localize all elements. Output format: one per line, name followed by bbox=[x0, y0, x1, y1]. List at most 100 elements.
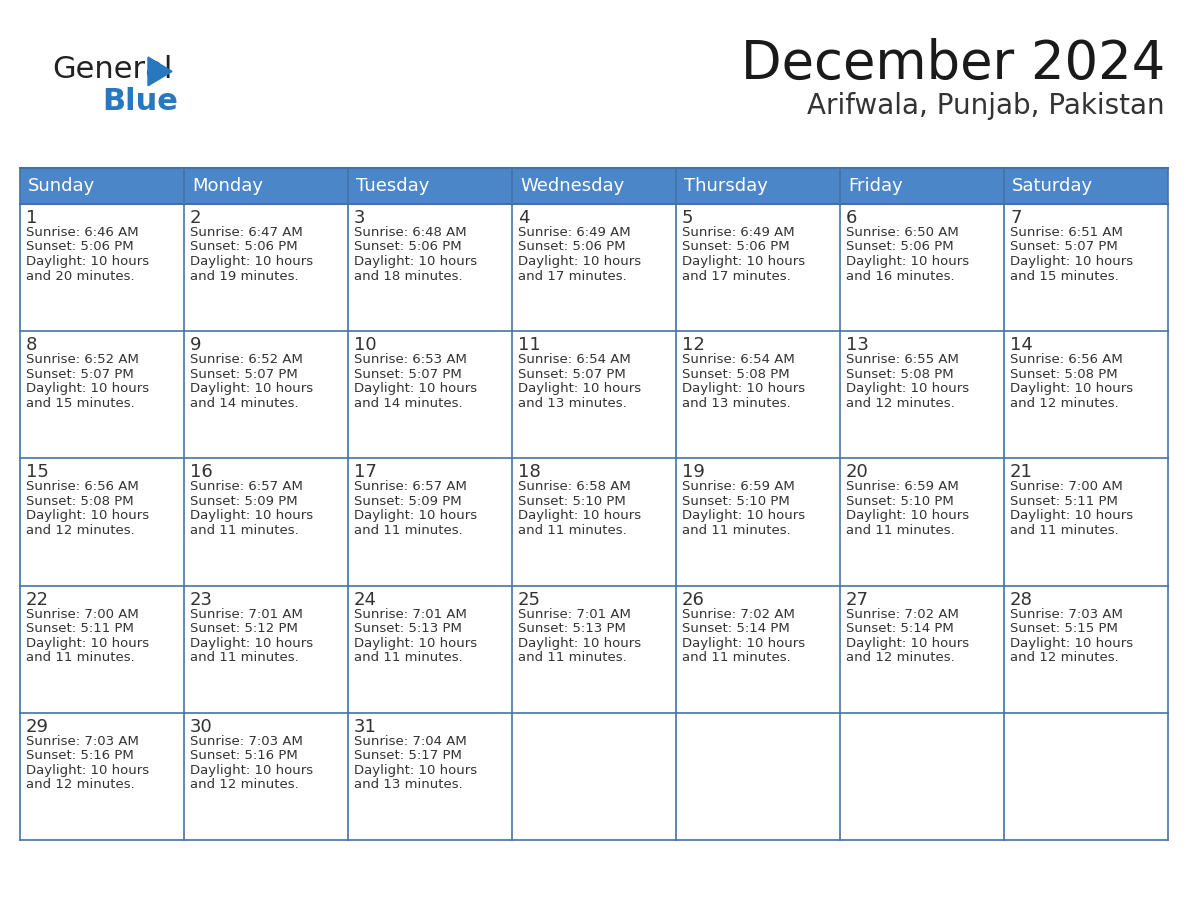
Text: Daylight: 10 hours: Daylight: 10 hours bbox=[354, 636, 478, 650]
Text: Sunrise: 7:03 AM: Sunrise: 7:03 AM bbox=[26, 734, 139, 748]
Text: Sunset: 5:17 PM: Sunset: 5:17 PM bbox=[354, 749, 462, 762]
Text: Sunset: 5:07 PM: Sunset: 5:07 PM bbox=[26, 368, 134, 381]
Text: Daylight: 10 hours: Daylight: 10 hours bbox=[190, 636, 314, 650]
Text: 10: 10 bbox=[354, 336, 377, 354]
Text: Daylight: 10 hours: Daylight: 10 hours bbox=[518, 636, 642, 650]
Text: 18: 18 bbox=[518, 464, 541, 481]
Text: Sunrise: 6:52 AM: Sunrise: 6:52 AM bbox=[26, 353, 139, 366]
Text: Sunday: Sunday bbox=[29, 177, 95, 195]
Bar bbox=[512, 168, 676, 204]
Text: 11: 11 bbox=[518, 336, 541, 354]
Text: Sunset: 5:09 PM: Sunset: 5:09 PM bbox=[190, 495, 298, 508]
Text: and 13 minutes.: and 13 minutes. bbox=[518, 397, 627, 409]
Text: Sunset: 5:08 PM: Sunset: 5:08 PM bbox=[26, 495, 133, 508]
Text: Sunrise: 7:03 AM: Sunrise: 7:03 AM bbox=[190, 734, 303, 748]
Text: Wednesday: Wednesday bbox=[520, 177, 624, 195]
Text: 2: 2 bbox=[190, 209, 202, 227]
Text: and 14 minutes.: and 14 minutes. bbox=[354, 397, 462, 409]
Text: 19: 19 bbox=[682, 464, 704, 481]
Text: Daylight: 10 hours: Daylight: 10 hours bbox=[26, 636, 150, 650]
Text: Daylight: 10 hours: Daylight: 10 hours bbox=[1010, 255, 1133, 268]
Text: Daylight: 10 hours: Daylight: 10 hours bbox=[682, 509, 805, 522]
Text: Daylight: 10 hours: Daylight: 10 hours bbox=[682, 636, 805, 650]
Text: and 12 minutes.: and 12 minutes. bbox=[1010, 651, 1119, 664]
Text: 7: 7 bbox=[1010, 209, 1022, 227]
Text: Sunrise: 6:54 AM: Sunrise: 6:54 AM bbox=[518, 353, 631, 366]
Text: Sunrise: 6:49 AM: Sunrise: 6:49 AM bbox=[518, 226, 631, 239]
Text: Sunset: 5:09 PM: Sunset: 5:09 PM bbox=[354, 495, 462, 508]
Text: Sunset: 5:12 PM: Sunset: 5:12 PM bbox=[190, 622, 298, 635]
Text: Sunset: 5:14 PM: Sunset: 5:14 PM bbox=[682, 622, 790, 635]
Text: 30: 30 bbox=[190, 718, 213, 736]
Text: Blue: Blue bbox=[102, 87, 178, 116]
Text: 5: 5 bbox=[682, 209, 694, 227]
Text: General: General bbox=[52, 55, 172, 84]
Text: Daylight: 10 hours: Daylight: 10 hours bbox=[846, 509, 969, 522]
Bar bbox=[20, 712, 1168, 840]
Text: Daylight: 10 hours: Daylight: 10 hours bbox=[190, 255, 314, 268]
Text: and 11 minutes.: and 11 minutes. bbox=[354, 524, 463, 537]
Bar bbox=[840, 168, 1004, 204]
Text: Sunset: 5:06 PM: Sunset: 5:06 PM bbox=[190, 241, 298, 253]
Text: 20: 20 bbox=[846, 464, 868, 481]
Text: and 12 minutes.: and 12 minutes. bbox=[1010, 397, 1119, 409]
Text: Sunrise: 6:55 AM: Sunrise: 6:55 AM bbox=[846, 353, 959, 366]
Text: Sunset: 5:07 PM: Sunset: 5:07 PM bbox=[518, 368, 626, 381]
Text: Sunset: 5:06 PM: Sunset: 5:06 PM bbox=[846, 241, 954, 253]
Text: Sunrise: 7:00 AM: Sunrise: 7:00 AM bbox=[1010, 480, 1123, 493]
Text: Sunrise: 6:57 AM: Sunrise: 6:57 AM bbox=[354, 480, 467, 493]
Text: Sunrise: 7:01 AM: Sunrise: 7:01 AM bbox=[354, 608, 467, 621]
Text: and 11 minutes.: and 11 minutes. bbox=[26, 651, 134, 664]
Text: Sunset: 5:06 PM: Sunset: 5:06 PM bbox=[682, 241, 790, 253]
Text: and 11 minutes.: and 11 minutes. bbox=[682, 651, 791, 664]
Text: Daylight: 10 hours: Daylight: 10 hours bbox=[26, 255, 150, 268]
Text: Sunset: 5:10 PM: Sunset: 5:10 PM bbox=[846, 495, 954, 508]
Text: 8: 8 bbox=[26, 336, 37, 354]
Text: Sunrise: 6:50 AM: Sunrise: 6:50 AM bbox=[846, 226, 959, 239]
Text: Sunset: 5:11 PM: Sunset: 5:11 PM bbox=[1010, 495, 1118, 508]
Bar bbox=[20, 168, 184, 204]
Text: Sunrise: 7:04 AM: Sunrise: 7:04 AM bbox=[354, 734, 467, 748]
Text: and 12 minutes.: and 12 minutes. bbox=[846, 651, 955, 664]
Text: Daylight: 10 hours: Daylight: 10 hours bbox=[846, 636, 969, 650]
Text: Daylight: 10 hours: Daylight: 10 hours bbox=[518, 255, 642, 268]
Text: 26: 26 bbox=[682, 590, 704, 609]
Bar bbox=[1004, 168, 1168, 204]
Text: 29: 29 bbox=[26, 718, 49, 736]
Text: Daylight: 10 hours: Daylight: 10 hours bbox=[682, 255, 805, 268]
Text: Sunset: 5:13 PM: Sunset: 5:13 PM bbox=[518, 622, 626, 635]
Text: December 2024: December 2024 bbox=[741, 38, 1165, 90]
Text: and 12 minutes.: and 12 minutes. bbox=[190, 778, 298, 791]
Text: and 17 minutes.: and 17 minutes. bbox=[518, 270, 627, 283]
Text: 15: 15 bbox=[26, 464, 49, 481]
Text: 25: 25 bbox=[518, 590, 541, 609]
Text: Sunrise: 6:59 AM: Sunrise: 6:59 AM bbox=[682, 480, 795, 493]
Text: Sunrise: 6:56 AM: Sunrise: 6:56 AM bbox=[26, 480, 139, 493]
Text: 28: 28 bbox=[1010, 590, 1032, 609]
Text: Sunrise: 6:49 AM: Sunrise: 6:49 AM bbox=[682, 226, 795, 239]
Text: Sunset: 5:06 PM: Sunset: 5:06 PM bbox=[26, 241, 133, 253]
Text: and 17 minutes.: and 17 minutes. bbox=[682, 270, 791, 283]
Text: and 12 minutes.: and 12 minutes. bbox=[26, 524, 134, 537]
Text: Sunset: 5:11 PM: Sunset: 5:11 PM bbox=[26, 622, 134, 635]
Bar bbox=[348, 168, 512, 204]
Text: Daylight: 10 hours: Daylight: 10 hours bbox=[190, 764, 314, 777]
Text: 23: 23 bbox=[190, 590, 213, 609]
Bar bbox=[676, 168, 840, 204]
Bar bbox=[20, 204, 1168, 331]
Text: Sunrise: 7:02 AM: Sunrise: 7:02 AM bbox=[682, 608, 795, 621]
Text: Daylight: 10 hours: Daylight: 10 hours bbox=[1010, 382, 1133, 396]
Text: 1: 1 bbox=[26, 209, 37, 227]
Text: and 11 minutes.: and 11 minutes. bbox=[518, 524, 627, 537]
Text: 13: 13 bbox=[846, 336, 868, 354]
Text: Sunset: 5:16 PM: Sunset: 5:16 PM bbox=[190, 749, 298, 762]
Text: 4: 4 bbox=[518, 209, 530, 227]
Text: Sunset: 5:07 PM: Sunset: 5:07 PM bbox=[190, 368, 298, 381]
Text: Sunrise: 6:56 AM: Sunrise: 6:56 AM bbox=[1010, 353, 1123, 366]
Polygon shape bbox=[148, 57, 172, 85]
Text: Sunrise: 6:52 AM: Sunrise: 6:52 AM bbox=[190, 353, 303, 366]
Bar bbox=[20, 331, 1168, 458]
Text: Sunset: 5:16 PM: Sunset: 5:16 PM bbox=[26, 749, 134, 762]
Text: 24: 24 bbox=[354, 590, 377, 609]
Text: and 12 minutes.: and 12 minutes. bbox=[846, 397, 955, 409]
